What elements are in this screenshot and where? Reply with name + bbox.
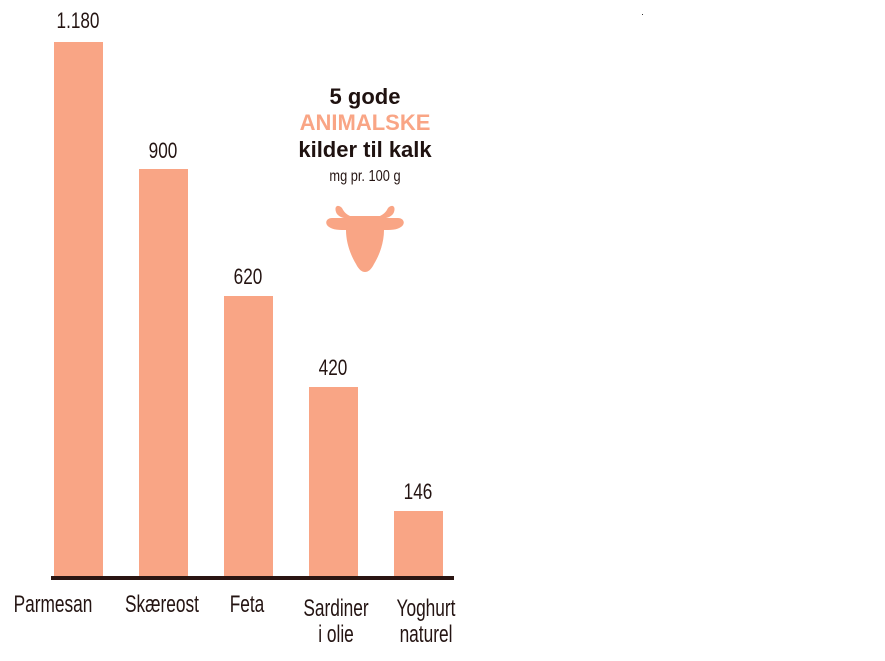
- category-label-skaereost: Skæreost: [122, 592, 201, 618]
- category-label-sardiner: Sardiner i olie: [296, 596, 375, 648]
- chart-title-line3: kilder til kalk: [298, 137, 432, 162]
- category-label-text: Sardiner: [303, 595, 369, 622]
- category-label-text: naturel: [399, 621, 453, 648]
- category-label-feta: Feta: [207, 592, 286, 618]
- category-label-text: Feta: [229, 591, 265, 618]
- value-label-skaereost: 900: [148, 138, 178, 163]
- category-label-text: Yoghurt: [396, 595, 456, 622]
- chart-title-highlight: ANIMALSKE: [299, 110, 431, 135]
- chart-title-line1: 5 gode: [329, 84, 401, 109]
- value-label-yoghurt: 146: [403, 479, 433, 504]
- bar-feta: [224, 296, 273, 577]
- x-axis-line: [51, 576, 454, 580]
- category-label-text: Skæreost: [125, 591, 199, 618]
- bar-skaereost: [139, 169, 188, 577]
- category-label-yoghurt: Yoghurt naturel: [386, 596, 465, 648]
- category-label-parmesan: Parmesan: [13, 591, 93, 618]
- bar-parmesan: [54, 42, 103, 577]
- category-label-text: i olie: [318, 621, 354, 648]
- bar-sardiner: [309, 387, 358, 577]
- value-label-sardiner: 420: [318, 355, 348, 380]
- cow-head-icon: [326, 205, 404, 272]
- value-label-parmesan: 1.180: [56, 8, 100, 33]
- category-label-text: Parmesan: [13, 591, 93, 618]
- chart-unit-label: mg pr. 100 g: [329, 168, 401, 185]
- bar-yoghurt: [394, 511, 443, 577]
- value-label-feta: 620: [233, 264, 263, 289]
- stray-pixel: [642, 14, 643, 15]
